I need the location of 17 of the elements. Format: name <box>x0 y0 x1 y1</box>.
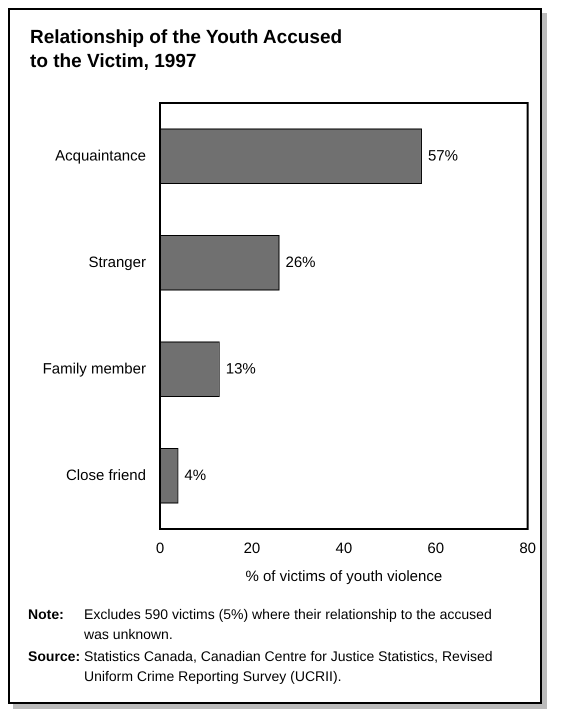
data-label: 57% <box>428 147 458 164</box>
x-tick-label: 20 <box>244 540 260 558</box>
data-label: 4% <box>184 466 206 484</box>
y-tick-label: Acquaintance <box>55 147 146 164</box>
data-label: 26% <box>285 254 316 271</box>
y-tick-label: Close friend <box>66 466 146 484</box>
x-tick-label: 0 <box>156 540 164 558</box>
x-tick-label: 80 <box>519 540 536 558</box>
x-tick-label: 40 <box>335 540 352 558</box>
data-label: 13% <box>226 360 256 378</box>
y-tick-label: Stranger <box>88 254 146 271</box>
x-axis-title: % of victims of youth violence <box>245 568 442 586</box>
chart-title: Relationship of the Youth Accused to the Victim, 1997 <box>29 26 344 74</box>
source-note: Source: Statistics Canada, Canadian Centre for Justice Statistics, Revised Uniform Crime Reporting Survey (UCRII). <box>28 647 494 686</box>
text: Note: Excludes 590 victims (5%) where their relationship to the accused was unknown. <box>28 606 492 642</box>
x-tick-label: 60 <box>427 540 444 558</box>
y-tick-label: Family member <box>42 360 146 378</box>
